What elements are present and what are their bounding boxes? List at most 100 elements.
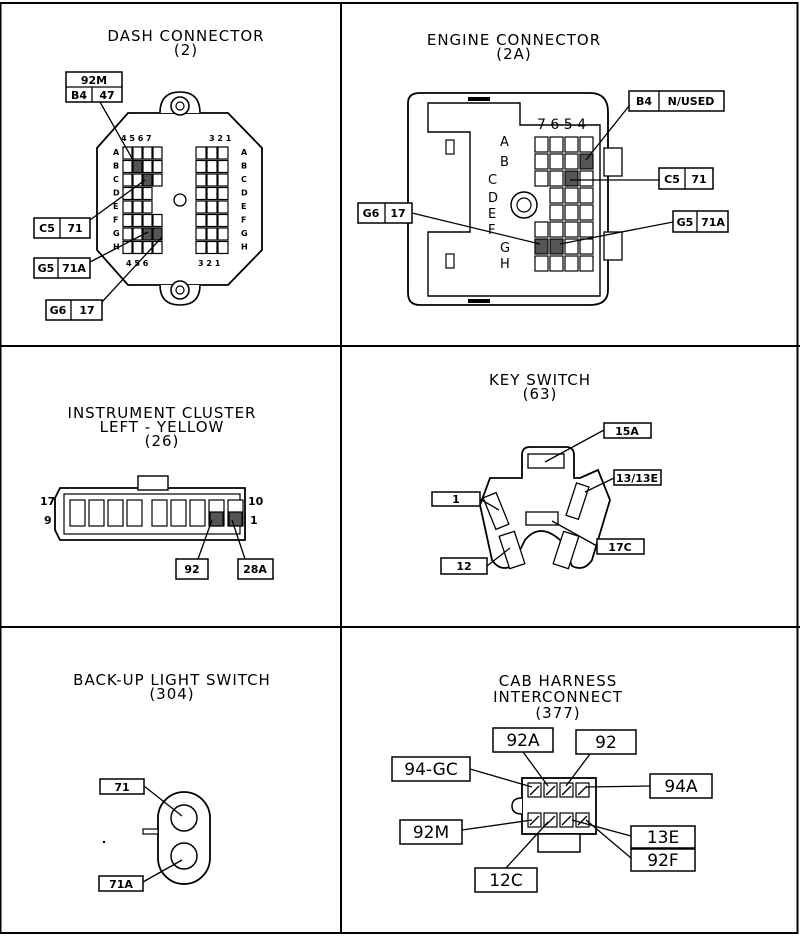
dash-row-letter: A bbox=[241, 148, 248, 157]
backup-label-wire: 71 bbox=[114, 781, 129, 794]
dash-cavity bbox=[217, 240, 229, 255]
cab-connector-latch bbox=[537, 833, 581, 853]
engine-cavity bbox=[564, 136, 579, 153]
dash-callout-g6: G6 17 bbox=[45, 299, 103, 321]
engine-cavity bbox=[579, 187, 594, 204]
dash-cavity bbox=[152, 213, 163, 228]
panel-key-switch: KEY SWITCH (63) 15A 13/13E 1 17C bbox=[431, 371, 662, 575]
engine-cavity bbox=[534, 255, 549, 272]
dash-cavity bbox=[132, 213, 143, 228]
dash-cavity bbox=[132, 159, 143, 174]
cab-callout-94a: 94A bbox=[649, 773, 713, 799]
dash-cavity bbox=[142, 213, 153, 228]
dash-connector-number: (2) bbox=[174, 41, 198, 59]
key-label-wire: 12 bbox=[456, 560, 471, 573]
dash-cavity bbox=[122, 146, 133, 160]
dash-cavity bbox=[195, 240, 207, 255]
key-callout-15a: 15A bbox=[603, 422, 652, 439]
engine-cavity bbox=[564, 170, 579, 187]
dash-label-pin: B4 bbox=[71, 89, 87, 102]
dash-cavity bbox=[206, 240, 218, 255]
dash-cavity bbox=[195, 186, 207, 201]
dash-row-letter: E bbox=[241, 202, 246, 211]
dash-row-letter: H bbox=[113, 243, 120, 252]
dash-row-letter: D bbox=[241, 189, 248, 198]
dash-cavity bbox=[206, 173, 218, 187]
cab-callout-92: 92 bbox=[575, 729, 637, 755]
cluster-pin-9: 9 bbox=[44, 514, 52, 527]
key-switch-title: KEY SWITCH bbox=[489, 371, 591, 389]
backup-callout-71a: 71A bbox=[98, 875, 144, 892]
dash-cavity bbox=[206, 227, 218, 241]
dash-cavity bbox=[195, 146, 207, 160]
engine-cavity-grid bbox=[534, 136, 594, 272]
dash-cavity bbox=[217, 227, 229, 241]
key-terminal-17c bbox=[525, 511, 559, 526]
dash-row-letter: B bbox=[241, 162, 247, 171]
dash-callout-c5: C5 71 bbox=[33, 217, 91, 239]
dash-cavity bbox=[142, 146, 153, 160]
engine-cavity bbox=[549, 204, 564, 221]
key-callout-17c: 17C bbox=[596, 538, 645, 555]
cab-label-wire: 94-GC bbox=[404, 760, 457, 780]
engine-cavity bbox=[549, 153, 564, 170]
dash-cavity bbox=[122, 159, 133, 174]
dash-cavity bbox=[132, 173, 143, 187]
cab-label-wire: 92A bbox=[506, 731, 540, 751]
panel-instrument-cluster: INSTRUMENT CLUSTER LEFT - YELLOW (26) 17… bbox=[40, 404, 274, 580]
dash-cavity bbox=[122, 227, 133, 241]
dash-row-letter: G bbox=[113, 229, 120, 238]
cluster-cavity-used bbox=[209, 511, 224, 527]
dash-cavity bbox=[132, 186, 143, 201]
engine-label-wire: 17 bbox=[390, 207, 405, 220]
dash-row-letter: H bbox=[241, 243, 248, 252]
dash-cavity bbox=[195, 227, 207, 241]
engine-label-pin: C5 bbox=[664, 173, 680, 186]
dash-cavity bbox=[142, 240, 153, 255]
cab-cavity-terminal bbox=[545, 785, 556, 796]
dash-row-letter: A bbox=[113, 148, 120, 157]
engine-label-wire: N/USED bbox=[668, 95, 715, 108]
engine-label-pin: G5 bbox=[677, 216, 694, 229]
dash-row-letter: C bbox=[241, 175, 247, 184]
dash-center-post bbox=[173, 193, 187, 207]
engine-cavity bbox=[549, 136, 564, 153]
cab-callout-92m: 92M bbox=[399, 819, 463, 845]
dash-col-numbers-bottom-right: 3 2 1 bbox=[198, 259, 221, 268]
dash-cavity bbox=[132, 227, 143, 241]
dash-label-pin: G5 bbox=[38, 262, 55, 275]
engine-row-letter: A bbox=[500, 135, 509, 150]
engine-cavity bbox=[534, 238, 549, 255]
dash-cavity bbox=[217, 146, 229, 160]
dash-cavity bbox=[122, 213, 133, 228]
dash-cavity bbox=[152, 240, 163, 255]
engine-cavity bbox=[564, 255, 579, 272]
engine-cavity bbox=[549, 255, 564, 272]
dash-cavity bbox=[206, 159, 218, 174]
engine-cavity bbox=[579, 153, 594, 170]
dash-row-letter: G bbox=[241, 229, 248, 238]
dash-cavity bbox=[217, 159, 229, 174]
dash-cavity bbox=[217, 186, 229, 201]
engine-callout-g5: G5 71A bbox=[672, 210, 729, 233]
engine-cavity bbox=[579, 238, 594, 255]
cab-label-wire: 92 bbox=[595, 733, 617, 753]
dash-cavity bbox=[132, 240, 143, 255]
engine-cavity bbox=[534, 221, 549, 238]
dash-cavity bbox=[206, 146, 218, 160]
dash-col-numbers-top-left: 4 5 6 7 bbox=[121, 134, 152, 143]
engine-label-wire: 71 bbox=[691, 173, 706, 186]
dash-row-letter: F bbox=[241, 216, 246, 225]
engine-row-letter: B bbox=[500, 155, 509, 170]
cluster-cavity-used bbox=[228, 511, 243, 527]
backup-switch-title: BACK-UP LIGHT SWITCH bbox=[73, 671, 271, 689]
engine-row-letter: G bbox=[500, 241, 510, 256]
engine-cavity bbox=[579, 255, 594, 272]
